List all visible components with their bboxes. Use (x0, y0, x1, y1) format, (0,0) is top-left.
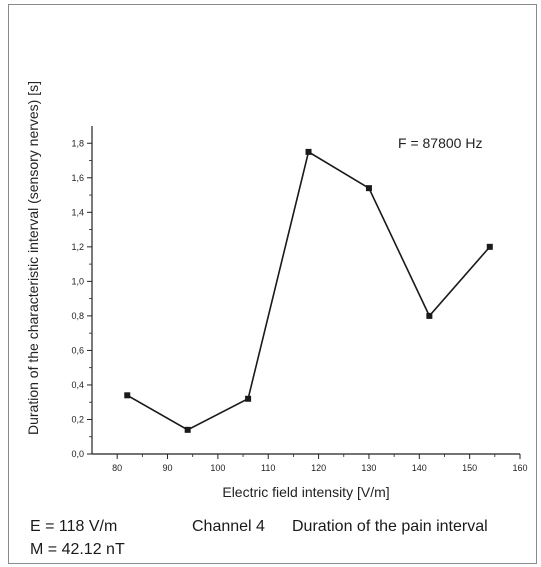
y-tick-label: 0,8 (71, 311, 84, 321)
x-tick-label: 160 (512, 463, 527, 473)
y-tick-label: 0,6 (71, 345, 84, 355)
caption-field: E = 118 V/m (30, 518, 118, 535)
x-tick-label: 140 (412, 463, 427, 473)
y-tick-label: 0,0 (71, 449, 84, 459)
caption-magnetic: M = 42.12 nT (30, 541, 125, 558)
axes (91, 126, 520, 455)
x-tick-label: 130 (361, 463, 376, 473)
y-tick-label: 1,0 (71, 276, 84, 286)
series-line (126, 150, 491, 431)
y-tick-label: 0,2 (71, 414, 84, 424)
frequency-annotation: F = 87800 Hz (398, 135, 482, 151)
y-tick-label: 0,4 (71, 380, 84, 390)
caption-duration: Duration of the pain interval (292, 518, 488, 535)
data-point-marker (124, 392, 131, 399)
x-tick-label: 110 (261, 463, 275, 473)
x-tick-label: 120 (311, 463, 326, 473)
y-tick-label: 1,6 (71, 173, 84, 183)
x-tick-label: 80 (112, 463, 122, 473)
line-chart: 80 90 100 110 120 130 140 150 160 0,0 0,2 0,4 0,6 0,8… (25, 81, 528, 500)
y-tick-label: 1,2 (71, 242, 84, 252)
ticks: 80 90 100 110 120 130 140 150 160 0,0 0,2 0,4 0,6 0,8… (71, 138, 527, 473)
data-point-marker (486, 243, 493, 250)
caption-channel: Channel 4 (192, 518, 265, 535)
x-axis-title: Electric field intensity [V/m] (222, 484, 389, 500)
data-point-marker (426, 312, 433, 319)
data-point-marker (184, 426, 191, 433)
data-point-marker (305, 148, 312, 155)
x-tick-label: 100 (210, 463, 225, 473)
data-points (124, 148, 493, 433)
data-series (126, 150, 491, 431)
x-tick-label: 150 (462, 463, 477, 473)
data-point-marker (245, 395, 252, 402)
y-tick-label: 1,4 (71, 207, 84, 217)
y-tick-label: 1,8 (71, 138, 84, 148)
x-tick-label: 90 (163, 463, 173, 473)
data-point-marker (365, 185, 372, 192)
y-axis-title: Duration of the characteristic interval … (25, 81, 41, 435)
